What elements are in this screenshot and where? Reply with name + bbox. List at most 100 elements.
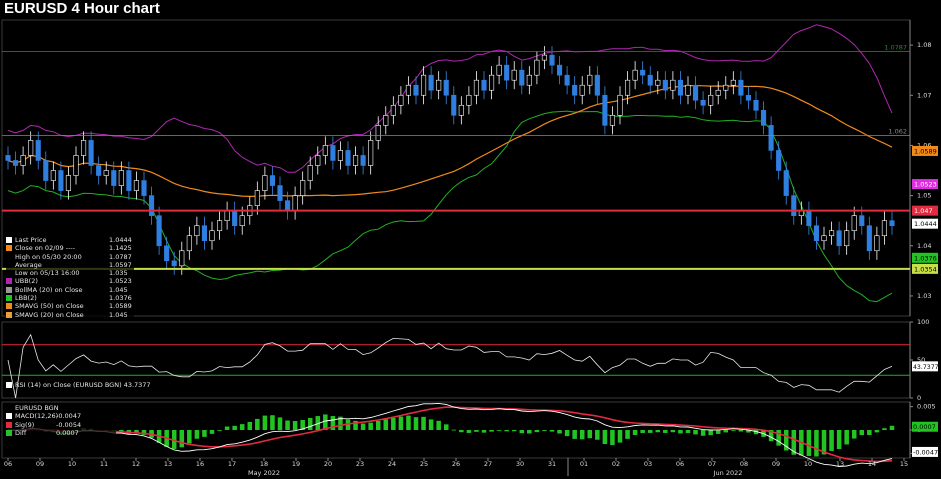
candle-body (209, 230, 215, 242)
rsi-swatch (6, 382, 12, 388)
candle-body (806, 210, 812, 226)
x-tick-label: 10 (804, 460, 812, 468)
candle-body (594, 74, 600, 96)
macd-diff-bar (496, 430, 502, 431)
candle-body (28, 140, 34, 156)
candle-body (133, 180, 140, 191)
candle-body (473, 79, 480, 96)
x-tick-label: 23 (356, 460, 364, 468)
macd-diff-bar (663, 430, 668, 433)
macd-legend-label: Sig(9) (15, 420, 35, 429)
x-tick-label: 13 (836, 460, 844, 468)
macd-diff-bar (806, 430, 812, 456)
macd-diff-bar (451, 429, 457, 431)
candle-body (670, 79, 676, 91)
x-tick-label: 06 (676, 460, 684, 468)
month-label: May 2022 (248, 469, 280, 477)
macd-diff-bar (723, 430, 729, 433)
price-tag-bg (912, 252, 938, 263)
macd-diff-bar (194, 430, 200, 439)
candle-body (700, 99, 706, 106)
macd-diff-bar (307, 417, 313, 430)
macd-diff-bar (466, 430, 472, 433)
macd-tag-bg (912, 446, 938, 457)
candle-body (836, 230, 842, 247)
x-tick-label: 27 (484, 460, 492, 468)
main-legend-swatch (6, 262, 12, 268)
candle-body (821, 235, 827, 242)
x-tick-label: 07 (708, 460, 716, 468)
candle-body (315, 155, 321, 166)
macd-diff-bar (459, 430, 464, 433)
main-legend-swatch (6, 286, 12, 293)
candle-body (126, 170, 132, 191)
x-tick-label: 14 (868, 460, 876, 468)
macd-diff-bar (867, 430, 872, 436)
price-tag-bg (912, 145, 938, 156)
candle-body (405, 84, 412, 96)
candle-body (337, 150, 344, 161)
price-tag-label: 1.0523 (914, 181, 937, 189)
macd-legend-label: Diff (15, 428, 27, 437)
macd-diff-bar (323, 414, 328, 430)
macd-diff-bar (783, 430, 789, 451)
main-legend-label: Close on 02/09 ---- (15, 244, 76, 253)
candle-body (556, 64, 563, 76)
macd-diff-bar (489, 430, 494, 432)
candle-body (776, 150, 782, 171)
main-legend-row: Close on 02/09 ---- 1.1425 (6, 244, 134, 252)
price-legend: Last Price 1.0444 Close on 02/09 ---- 1.142… (6, 236, 134, 319)
rsi-y-tick-label: 100 (917, 318, 929, 326)
macd-diff-bar (481, 430, 487, 433)
x-tick-label: 01 (580, 460, 588, 468)
macd-diff-bar (224, 426, 230, 430)
candle-body (156, 215, 162, 247)
candle-body (12, 160, 19, 166)
candle-body (413, 84, 419, 96)
macd-diff-bar (209, 430, 215, 434)
macd-line (7, 402, 893, 467)
candle-body (428, 74, 434, 91)
price-tag-bg (912, 263, 938, 274)
macd-diff-bar (413, 417, 419, 430)
main-legend-value: 1.0787 (109, 252, 132, 261)
candle-body (640, 69, 646, 76)
x-tick-label: 02 (612, 460, 620, 468)
macd-legend-value: -0.0047 (56, 412, 82, 421)
macd-diff-bar (836, 430, 842, 449)
candle-body (534, 59, 540, 76)
candle-body (632, 69, 638, 81)
candle-body (617, 94, 623, 116)
x-tick-label: 12 (132, 460, 140, 468)
candle-body (148, 195, 155, 216)
candle-body (723, 84, 729, 91)
macd-diff-bar (368, 422, 373, 430)
candle-body (383, 115, 389, 126)
candle-body (579, 84, 585, 96)
y-tick-label: 1.05 (917, 192, 931, 200)
macd-diff-bar (632, 430, 638, 435)
macd-diff-bar (239, 424, 245, 430)
x-tick-label: 06 (4, 460, 12, 468)
candle-body (111, 170, 117, 186)
sma-50-line (7, 84, 893, 198)
macd-diff-bar (330, 416, 336, 430)
candle-body (624, 79, 631, 96)
macd-tag-label: 0.0007 (913, 423, 936, 431)
macd-diff-bar (217, 430, 222, 431)
candle-body (753, 99, 759, 111)
macd-legend-value: -0.0054 (56, 420, 82, 429)
main-legend-row: UBB(2) 1.0523 (6, 277, 134, 285)
main-legend-value: 1.0597 (109, 260, 132, 269)
macd-diff-bar (889, 425, 895, 430)
main-legend-row: LBB(2) 1.0376 (6, 294, 134, 302)
candle-body (768, 125, 774, 151)
macd-diff-bar (610, 430, 615, 445)
macd-diff-bar (678, 430, 683, 434)
macd-diff-bar (738, 430, 744, 432)
macd-diff-bar (617, 430, 623, 443)
candle-body (300, 180, 306, 196)
main-legend-row: Low on 05/13 16:00 1.035 (6, 269, 134, 277)
x-tick-label: 15 (900, 460, 908, 468)
candle-body (647, 74, 653, 86)
